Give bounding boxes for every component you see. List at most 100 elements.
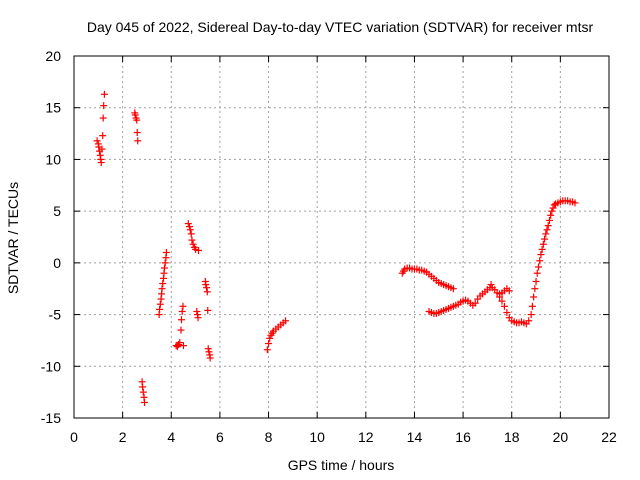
x-tick-label: 8 — [265, 429, 273, 445]
data-point — [538, 245, 546, 253]
data-point — [99, 114, 107, 122]
data-point — [194, 314, 202, 322]
data-point — [176, 338, 184, 346]
data-point — [530, 293, 538, 301]
data-point — [178, 307, 186, 315]
x-tick-label: 14 — [407, 429, 423, 445]
x-tick-label: 2 — [119, 429, 127, 445]
data-point — [184, 220, 192, 228]
data-point — [550, 201, 558, 209]
data-point — [195, 246, 203, 254]
data-point — [547, 211, 555, 219]
x-tick-label: 22 — [601, 429, 617, 445]
data-point — [542, 230, 550, 238]
data-point — [177, 316, 185, 324]
data-point — [527, 311, 535, 319]
data-point — [204, 345, 212, 353]
data-point — [202, 281, 210, 289]
data-point — [549, 204, 557, 212]
data-point — [193, 307, 201, 315]
data-point — [93, 137, 101, 145]
y-tick-label: -10 — [41, 358, 61, 374]
data-point — [162, 249, 170, 257]
data-point — [263, 346, 271, 354]
tick-labels: 0 2 4 6 8 10 12 14 16 18 20 22 -15 -10 -5 0 5 10 15 20 — [41, 48, 617, 445]
data-point — [160, 264, 168, 272]
data-point — [541, 235, 549, 243]
y-tick-label: -15 — [41, 410, 61, 426]
data-point — [179, 302, 187, 310]
data-point — [505, 287, 513, 295]
data-point — [498, 297, 506, 305]
data-point — [131, 111, 139, 119]
data-point — [533, 269, 541, 277]
data-point — [525, 317, 533, 325]
x-tick-label: 6 — [216, 429, 224, 445]
data-point — [133, 129, 141, 137]
data-point — [205, 348, 213, 356]
data-point — [139, 383, 147, 391]
data-point — [177, 326, 185, 334]
data-point — [206, 354, 214, 362]
x-axis-label: GPS time / hours — [288, 457, 395, 473]
data-point — [534, 263, 542, 271]
y-tick-label: 10 — [45, 151, 61, 167]
chart-title: Day 045 of 2022, Sidereal Day-to-day VTE… — [87, 19, 594, 35]
data-point — [158, 285, 166, 293]
tick-layer — [73, 55, 610, 419]
y-axis-label: SDTVAR / TECUs — [5, 182, 21, 294]
data-point — [187, 230, 195, 238]
data-point — [265, 340, 273, 348]
x-tick-label: 12 — [358, 429, 374, 445]
data-point — [99, 132, 107, 140]
data-point — [189, 240, 197, 248]
data-point — [204, 306, 212, 314]
data-point — [186, 226, 194, 234]
data-point — [532, 277, 540, 285]
x-tick-label: 18 — [504, 429, 520, 445]
grid-layer — [74, 56, 609, 418]
data-point — [100, 90, 108, 98]
data-point — [188, 236, 196, 244]
data-point — [487, 281, 495, 289]
data-point — [133, 116, 141, 124]
y-tick-label: 5 — [53, 203, 61, 219]
data-point — [186, 223, 194, 231]
data-point — [543, 226, 551, 234]
data-points — [93, 90, 579, 406]
x-tick-label: 10 — [309, 429, 325, 445]
y-tick-label: 0 — [53, 255, 61, 271]
data-point — [544, 222, 552, 230]
data-point — [528, 302, 536, 310]
data-point — [203, 288, 211, 296]
data-point — [282, 317, 290, 325]
x-tick-label: 20 — [553, 429, 569, 445]
data-point — [98, 145, 106, 153]
data-point — [97, 159, 105, 167]
data-point — [141, 398, 149, 406]
data-point — [449, 285, 457, 293]
data-point — [156, 305, 164, 313]
data-point — [156, 300, 164, 308]
data-point — [548, 207, 556, 215]
data-point — [537, 251, 545, 259]
data-point — [496, 293, 504, 301]
plot-frame — [73, 55, 610, 419]
data-point — [539, 240, 547, 248]
data-point — [536, 257, 544, 265]
y-tick-label: 20 — [45, 48, 61, 64]
x-tick-label: 0 — [70, 429, 78, 445]
data-point — [503, 309, 511, 317]
data-point — [179, 342, 187, 350]
y-tick-label: -5 — [49, 307, 62, 323]
x-tick-label: 16 — [455, 429, 471, 445]
y-tick-label: 15 — [45, 100, 61, 116]
x-tick-label: 4 — [167, 429, 175, 445]
data-point — [203, 284, 211, 292]
data-point — [266, 334, 274, 342]
data-point — [159, 280, 167, 288]
data-point — [545, 216, 553, 224]
data-point — [531, 285, 539, 293]
data-point — [100, 102, 108, 110]
